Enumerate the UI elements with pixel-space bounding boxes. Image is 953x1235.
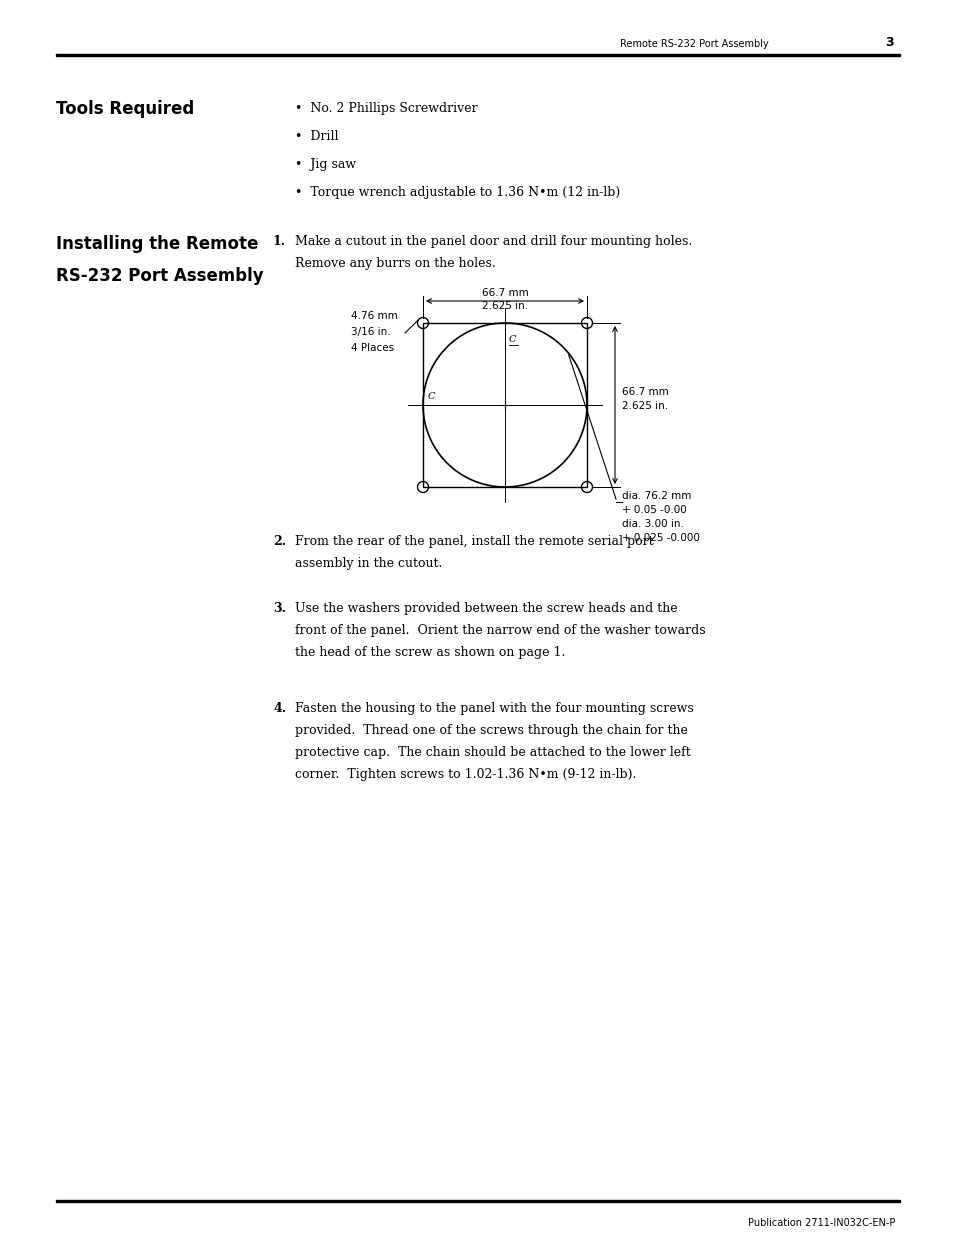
Text: Use the washers provided between the screw heads and the: Use the washers provided between the scr… [294, 601, 677, 615]
Text: C: C [428, 391, 435, 401]
Bar [56, 1200, 899, 1202]
Text: Fasten the housing to the panel with the four mounting screws: Fasten the housing to the panel with the… [294, 701, 693, 715]
Text: 3: 3 [884, 36, 893, 49]
Text: 4 Places: 4 Places [351, 343, 394, 353]
Text: •  Torque wrench adjustable to 1.36 N•m (12 in-lb): • Torque wrench adjustable to 1.36 N•m (… [294, 186, 619, 199]
Text: From the rear of the panel, install the remote serial port: From the rear of the panel, install the … [294, 535, 653, 548]
Text: Tools Required: Tools Required [56, 100, 194, 119]
Text: C: C [509, 335, 516, 345]
Text: corner.  Tighten screws to 1.02-1.36 N•m (9-12 in-lb).: corner. Tighten screws to 1.02-1.36 N•m … [294, 768, 636, 781]
Text: Publication 2711-IN032C-EN-P: Publication 2711-IN032C-EN-P [747, 1218, 894, 1228]
Text: 66.7 mm: 66.7 mm [621, 387, 668, 396]
Text: + 0.025 -0.000: + 0.025 -0.000 [621, 534, 700, 543]
Text: 3.: 3. [273, 601, 286, 615]
Text: 1.: 1. [273, 235, 286, 248]
Text: + 0.05 -0.00: + 0.05 -0.00 [621, 505, 686, 515]
Text: 66.7 mm: 66.7 mm [481, 288, 528, 298]
Text: provided.  Thread one of the screws through the chain for the: provided. Thread one of the screws throu… [294, 724, 687, 737]
Text: front of the panel.  Orient the narrow end of the washer towards: front of the panel. Orient the narrow en… [294, 624, 705, 637]
Text: Remote RS-232 Port Assembly: Remote RS-232 Port Assembly [619, 40, 768, 49]
Text: •  Drill: • Drill [294, 130, 338, 143]
Text: 4.: 4. [273, 701, 286, 715]
Text: Make a cutout in the panel door and drill four mounting holes.: Make a cutout in the panel door and dril… [294, 235, 692, 248]
Text: •  Jig saw: • Jig saw [294, 158, 355, 170]
Text: 2.625 in.: 2.625 in. [481, 301, 528, 311]
Text: Installing the Remote: Installing the Remote [56, 235, 258, 253]
Text: the head of the screw as shown on page 1.: the head of the screw as shown on page 1… [294, 646, 565, 659]
Text: •  No. 2 Phillips Screwdriver: • No. 2 Phillips Screwdriver [294, 103, 477, 115]
Bar [56, 54, 899, 56]
Text: 4.76 mm: 4.76 mm [351, 311, 397, 321]
Text: dia. 76.2 mm: dia. 76.2 mm [621, 492, 691, 501]
Bar [422, 324, 586, 487]
Text: protective cap.  The chain should be attached to the lower left: protective cap. The chain should be atta… [294, 746, 690, 760]
Text: Remove any burrs on the holes.: Remove any burrs on the holes. [294, 257, 496, 270]
Text: 3/16 in.: 3/16 in. [351, 327, 390, 337]
Text: assembly in the cutout.: assembly in the cutout. [294, 557, 442, 571]
Text: 2.625 in.: 2.625 in. [621, 401, 667, 411]
Text: RS-232 Port Assembly: RS-232 Port Assembly [56, 267, 263, 285]
Text: dia. 3.00 in.: dia. 3.00 in. [621, 519, 683, 529]
Text: 2.: 2. [273, 535, 286, 548]
